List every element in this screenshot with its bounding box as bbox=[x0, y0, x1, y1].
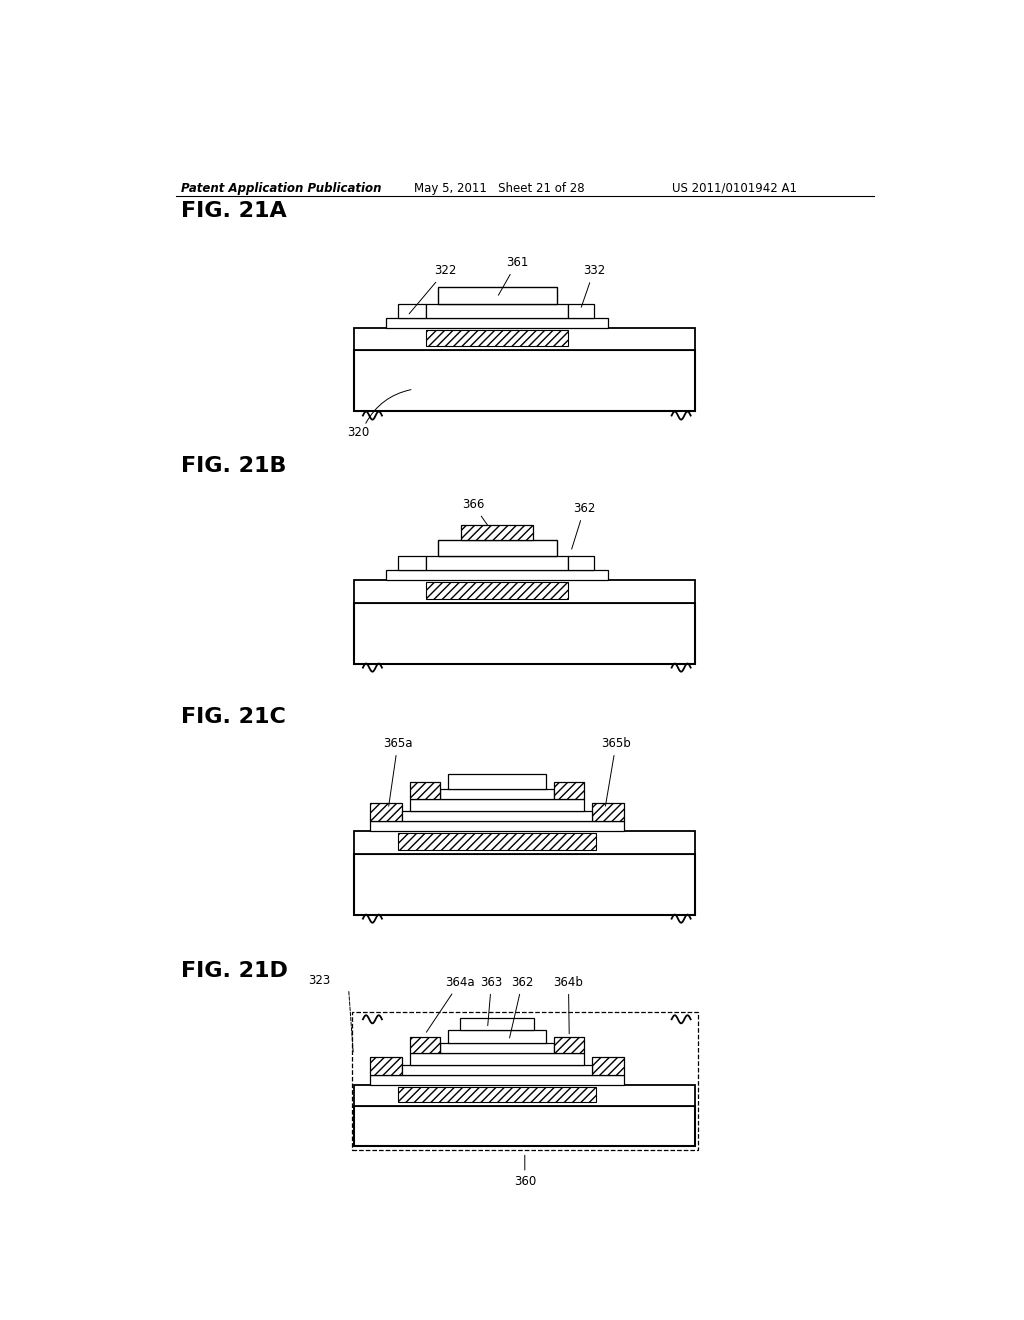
Bar bbox=[354, 832, 695, 854]
Bar bbox=[447, 775, 546, 788]
Text: 361: 361 bbox=[499, 256, 528, 296]
Bar bbox=[437, 288, 557, 304]
Bar bbox=[352, 1012, 697, 1151]
Bar bbox=[460, 1018, 535, 1031]
Bar bbox=[426, 304, 568, 318]
Bar bbox=[397, 304, 426, 318]
Bar bbox=[461, 525, 532, 540]
Text: FIG. 21C: FIG. 21C bbox=[181, 708, 286, 727]
Text: 332: 332 bbox=[582, 264, 605, 308]
Text: 363: 363 bbox=[480, 975, 503, 1026]
Text: 360: 360 bbox=[514, 1175, 536, 1188]
Bar bbox=[354, 1085, 695, 1106]
Bar bbox=[410, 783, 440, 799]
Bar bbox=[354, 581, 695, 602]
Bar bbox=[370, 1057, 401, 1076]
Bar bbox=[354, 329, 695, 351]
Bar bbox=[440, 1043, 554, 1053]
Bar bbox=[592, 803, 624, 821]
Bar bbox=[554, 783, 585, 799]
Bar bbox=[354, 602, 695, 664]
Bar bbox=[426, 582, 568, 598]
Bar bbox=[447, 1031, 546, 1043]
Text: May 5, 2011   Sheet 21 of 28: May 5, 2011 Sheet 21 of 28 bbox=[414, 182, 585, 195]
Bar bbox=[437, 540, 557, 556]
Text: 364a: 364a bbox=[426, 975, 474, 1032]
Text: 323: 323 bbox=[308, 974, 331, 987]
Text: Patent Application Publication: Patent Application Publication bbox=[181, 182, 382, 195]
Bar bbox=[554, 1036, 585, 1053]
Bar bbox=[401, 810, 592, 821]
Bar bbox=[370, 1076, 624, 1085]
Text: 322: 322 bbox=[410, 264, 457, 314]
Bar bbox=[397, 1088, 596, 1102]
Bar bbox=[370, 821, 624, 832]
Text: 366: 366 bbox=[462, 498, 487, 525]
Text: US 2011/0101942 A1: US 2011/0101942 A1 bbox=[672, 182, 797, 195]
Bar bbox=[410, 1053, 585, 1065]
Text: FIG. 21A: FIG. 21A bbox=[181, 201, 287, 220]
Bar bbox=[354, 1106, 695, 1146]
Bar bbox=[386, 570, 608, 581]
Bar bbox=[426, 556, 568, 570]
Bar bbox=[568, 556, 594, 570]
Bar bbox=[401, 1065, 592, 1076]
Bar bbox=[592, 1057, 624, 1076]
Text: 362: 362 bbox=[571, 502, 596, 549]
Bar bbox=[440, 788, 554, 799]
Text: 320: 320 bbox=[347, 426, 370, 438]
Bar bbox=[568, 304, 594, 318]
Bar bbox=[354, 854, 695, 915]
Bar bbox=[370, 803, 401, 821]
Bar bbox=[410, 799, 585, 810]
Text: 362: 362 bbox=[510, 975, 534, 1038]
Text: 364b: 364b bbox=[554, 975, 584, 1034]
Text: 365a: 365a bbox=[383, 737, 413, 807]
Bar bbox=[426, 330, 568, 346]
Bar bbox=[397, 556, 426, 570]
Bar bbox=[386, 318, 608, 329]
Bar bbox=[397, 833, 596, 850]
Text: FIG. 21D: FIG. 21D bbox=[181, 961, 288, 981]
Text: FIG. 21B: FIG. 21B bbox=[181, 457, 287, 477]
Bar bbox=[354, 351, 695, 412]
Bar bbox=[410, 1036, 440, 1053]
Text: 365b: 365b bbox=[601, 737, 631, 807]
